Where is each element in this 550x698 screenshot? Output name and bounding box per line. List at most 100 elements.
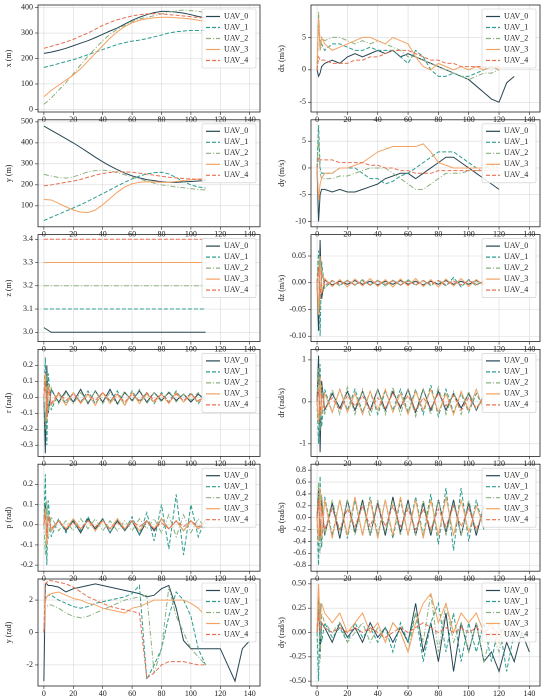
series-line xyxy=(43,580,206,679)
x-tick-label: 120 xyxy=(493,459,505,468)
legend: UAV_0 UAV_1 UAV_2 UAV_3 UAV_4 xyxy=(481,238,537,298)
x-tick-label: 120 xyxy=(493,115,505,124)
legend-label: UAV_2 xyxy=(504,378,528,387)
series-line xyxy=(316,499,485,536)
legend-label: UAV_0 xyxy=(224,356,248,365)
x-tick-label: 80 xyxy=(434,344,442,353)
legend-label: UAV_2 xyxy=(224,378,248,387)
x-tick-label: 0 xyxy=(42,459,46,468)
legend-label: UAV_1 xyxy=(504,137,528,146)
legend-label: UAV_2 xyxy=(504,33,528,42)
series-line xyxy=(43,591,206,633)
x-tick-label: 0 xyxy=(315,230,319,239)
y-tick-label: -5 xyxy=(299,190,306,199)
subplot: 0 20 40 60 80 100 120 140 -0.2 -0.1 0.0 0.1 0.2 p (ra… xyxy=(4,463,261,583)
x-tick-label: 40 xyxy=(374,459,382,468)
x-tick-label: 40 xyxy=(374,230,382,239)
x-tick-label: 0 xyxy=(42,689,46,698)
x-tick-label: 120 xyxy=(214,459,226,468)
y-tick-label: 0.6 xyxy=(296,477,306,486)
y-tick-label: -0.4 xyxy=(293,536,306,545)
y-tick-label: 0.8 xyxy=(296,465,306,474)
series-line xyxy=(43,500,207,556)
x-tick-label: 40 xyxy=(99,115,107,124)
y-tick-label: 300 xyxy=(21,159,33,168)
y-axis-label: z (m) xyxy=(4,279,13,296)
x-tick-label: 20 xyxy=(69,115,77,124)
x-tick-label: 20 xyxy=(343,689,351,698)
series-line xyxy=(43,381,206,417)
y-tick-label: 3.3 xyxy=(23,257,33,266)
legend-label: UAV_2 xyxy=(224,148,248,157)
x-tick-label: 0 xyxy=(42,574,46,583)
series-line xyxy=(43,171,206,221)
y-axis-label: dz (m/s) xyxy=(277,275,286,302)
x-tick-label: 120 xyxy=(214,689,226,698)
legend-box xyxy=(481,123,537,184)
subplot: 0 20 40 60 80 100 120 140 -0.3 -0.2 -0.1 0.0 0.1 0.2 r… xyxy=(4,348,261,468)
x-tick-label: 0 xyxy=(42,230,46,239)
subplot: 0 20 40 60 80 100 120 140 -0.10 -0.05 0.00 0.05 dz (… xyxy=(277,234,541,353)
series-line xyxy=(316,143,500,201)
y-tick-label: 1 xyxy=(302,355,306,364)
y-axis-label: dx (m/s) xyxy=(277,45,286,72)
y-tick-label: 0 xyxy=(29,627,33,636)
x-tick-label: 60 xyxy=(128,574,136,583)
y-tick-label: 0.00 xyxy=(292,278,306,287)
series-line xyxy=(316,487,485,542)
x-tick-label: 120 xyxy=(493,230,505,239)
x-tick-label: 140 xyxy=(523,459,535,468)
x-tick-label: 20 xyxy=(343,230,351,239)
legend-label: UAV_4 xyxy=(504,515,528,524)
legend: UAV_0 UAV_1 UAV_2 UAV_3 UAV_4 xyxy=(481,123,537,184)
y-tick-label: 0.1 xyxy=(23,376,33,385)
legend-label: UAV_2 xyxy=(504,263,528,272)
x-tick-label: 80 xyxy=(434,115,442,124)
legend-label: UAV_1 xyxy=(224,482,248,491)
y-tick-label: 0.0 xyxy=(23,520,33,529)
y-tick-label: -5 xyxy=(299,97,306,106)
x-tick-label: 20 xyxy=(343,115,351,124)
x-tick-label: 20 xyxy=(69,689,77,698)
series-line xyxy=(43,171,206,187)
plot-frame xyxy=(310,348,541,457)
x-tick-label: 60 xyxy=(128,344,136,353)
legend: UAV_0 UAV_1 UAV_2 UAV_3 UAV_4 xyxy=(201,123,257,184)
y-axis-label: dp (rad/s) xyxy=(277,502,286,533)
series-line xyxy=(43,584,207,682)
series-line xyxy=(43,474,207,566)
legend-label: UAV_1 xyxy=(224,22,248,31)
x-tick-label: 140 xyxy=(244,459,256,468)
legend-box xyxy=(201,467,257,528)
plot-frame xyxy=(310,119,541,228)
series-line xyxy=(43,514,206,537)
series-line xyxy=(316,266,485,299)
y-axis-label: r (rad) xyxy=(4,392,13,413)
x-tick-label: 120 xyxy=(214,230,226,239)
legend: UAV_0 UAV_1 UAV_2 UAV_3 UAV_4 xyxy=(481,353,537,413)
series-line xyxy=(43,125,206,183)
x-tick-label: 80 xyxy=(157,574,165,583)
x-tick-label: 140 xyxy=(244,574,256,583)
legend-box xyxy=(201,238,257,298)
x-tick-label: 100 xyxy=(185,115,197,124)
legend-box xyxy=(481,238,537,298)
legend-label: UAV_3 xyxy=(224,618,248,627)
y-tick-label: 200 xyxy=(21,180,33,189)
legend-label: UAV_3 xyxy=(504,389,528,398)
plot-frame xyxy=(37,463,261,572)
plot-frame xyxy=(310,463,541,572)
y-axis-label: dy (rad/s) xyxy=(277,617,286,648)
series-line xyxy=(316,49,500,70)
legend-label: UAV_4 xyxy=(504,170,528,179)
legend-label: UAV_4 xyxy=(224,629,248,638)
x-tick-label: 140 xyxy=(523,574,535,583)
legend-label: UAV_2 xyxy=(224,263,248,272)
y-tick-label: 200 xyxy=(21,53,33,62)
y-tick-label: 3.0 xyxy=(23,327,33,336)
x-tick-label: 60 xyxy=(128,689,136,698)
legend-box xyxy=(201,123,257,184)
series-line xyxy=(43,169,206,191)
x-tick-label: 100 xyxy=(463,689,475,698)
x-tick-label: 60 xyxy=(128,230,136,239)
